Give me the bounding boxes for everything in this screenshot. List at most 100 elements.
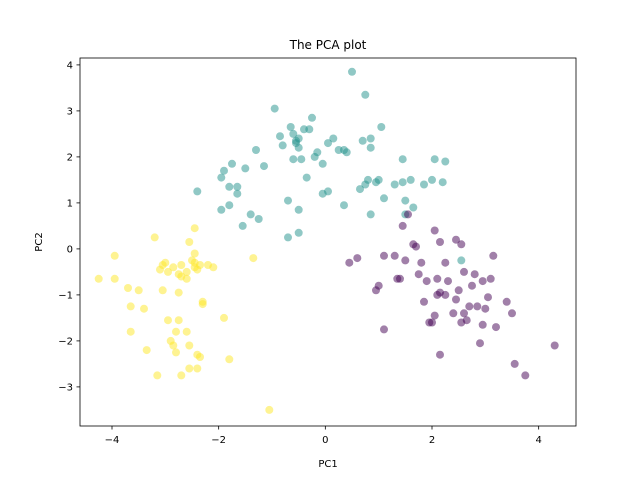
data-point-series-1 [185,238,194,246]
y-axis-ticks: −3 −2 −1 0 1 2 3 4 [58,60,80,393]
data-point-series-3 [345,258,354,267]
data-point-series-1 [172,348,180,357]
data-point-series-2 [390,180,399,189]
data-point-series-2 [366,210,375,219]
data-point-series-1 [164,267,172,276]
data-point-series-1 [153,371,162,380]
data-point-series-3 [444,277,452,286]
data-point-series-3 [460,267,468,276]
data-point-series-2 [297,155,306,164]
data-point-series-3 [550,341,559,350]
data-point-series-1 [182,327,191,336]
data-point-series-1 [169,263,178,272]
data-point-series-1 [169,341,178,350]
data-point-series-3 [422,277,431,286]
data-point-series-3 [478,320,487,329]
data-point-series-3 [449,309,458,318]
data-point-series-2 [406,175,415,184]
data-point-series-1 [190,224,199,233]
data-point-series-2 [241,164,250,173]
data-point-series-1 [193,364,202,373]
data-point-series-2 [366,143,375,152]
data-point-series-2 [289,155,298,164]
data-point-series-2 [398,178,407,187]
data-point-series-2 [380,194,388,203]
data-point-series-1 [249,254,258,263]
x-axis-ticks: −4 −2 0 2 4 [105,426,542,446]
y-axis-label: PC2 [34,232,45,251]
data-point-series-3 [484,293,492,302]
data-point-series-2 [377,123,386,131]
data-point-series-2 [348,67,356,76]
data-point-series-2 [420,180,428,189]
data-point-series-3 [465,302,474,311]
data-point-series-2 [228,159,236,168]
data-point-series-3 [454,286,463,295]
data-point-series-3 [478,277,487,286]
data-point-series-1 [190,249,199,258]
data-point-series-3 [489,251,498,260]
data-point-series-2 [294,205,303,214]
y-tick-label: 2 [67,152,73,163]
data-point-series-1 [196,353,204,361]
data-point-series-2 [278,141,287,150]
x-tick-label: 4 [535,435,541,446]
data-point-series-3 [380,251,388,260]
data-point-series-3 [436,350,444,359]
data-point-series-1 [177,261,186,269]
data-point-series-1 [142,346,151,355]
data-point-series-3 [510,359,519,368]
data-point-series-2 [225,201,234,210]
data-point-series-2 [356,185,364,194]
data-point-series-3 [390,251,399,260]
data-point-series-1 [198,300,207,309]
data-point-series-1 [174,288,183,297]
data-point-series-2 [217,173,226,182]
data-point-series-1 [220,313,228,322]
data-point-series-3 [508,309,516,318]
data-point-series-2 [428,175,436,184]
data-point-series-3 [374,281,383,290]
x-tick-label: 0 [322,435,328,446]
data-point-series-2 [366,134,375,143]
y-tick-label: −1 [58,290,73,301]
data-point-series-3 [492,323,500,332]
data-point-series-2 [233,189,242,198]
data-point-series-3 [353,254,362,263]
data-point-series-3 [470,270,479,279]
data-point-series-2 [342,148,351,157]
y-tick-label: 0 [67,244,73,255]
data-point-series-1 [110,274,119,283]
data-point-series-3 [414,270,423,279]
data-point-series-2 [284,196,292,205]
data-point-series-3 [417,258,426,267]
data-point-series-1 [134,286,143,295]
data-point-series-2 [294,134,303,143]
data-point-series-1 [172,327,180,336]
data-point-series-2 [225,182,234,191]
data-point-series-1 [158,286,167,295]
y-tick-label: −2 [58,336,73,347]
data-point-series-1 [185,341,194,350]
data-point-series-3 [412,242,420,251]
data-point-series-1 [190,258,199,267]
data-point-series-1 [177,371,186,380]
data-point-series-1 [164,316,172,325]
data-point-series-2 [324,139,332,148]
data-point-series-3 [452,235,460,244]
data-point-series-2 [302,173,311,182]
data-point-series-2 [260,162,268,171]
data-point-series-3 [476,339,484,348]
data-point-series-3 [401,256,410,265]
data-point-series-3 [428,318,436,327]
data-point-series-2 [340,201,348,210]
data-point-series-2 [430,155,439,164]
data-point-series-3 [486,274,495,283]
data-point-series-1 [110,251,119,260]
data-point-series-3 [468,281,476,290]
data-point-series-2 [270,104,279,113]
data-point-series-3 [380,325,388,334]
data-point-series-2 [361,90,370,99]
data-point-series-3 [433,274,442,283]
